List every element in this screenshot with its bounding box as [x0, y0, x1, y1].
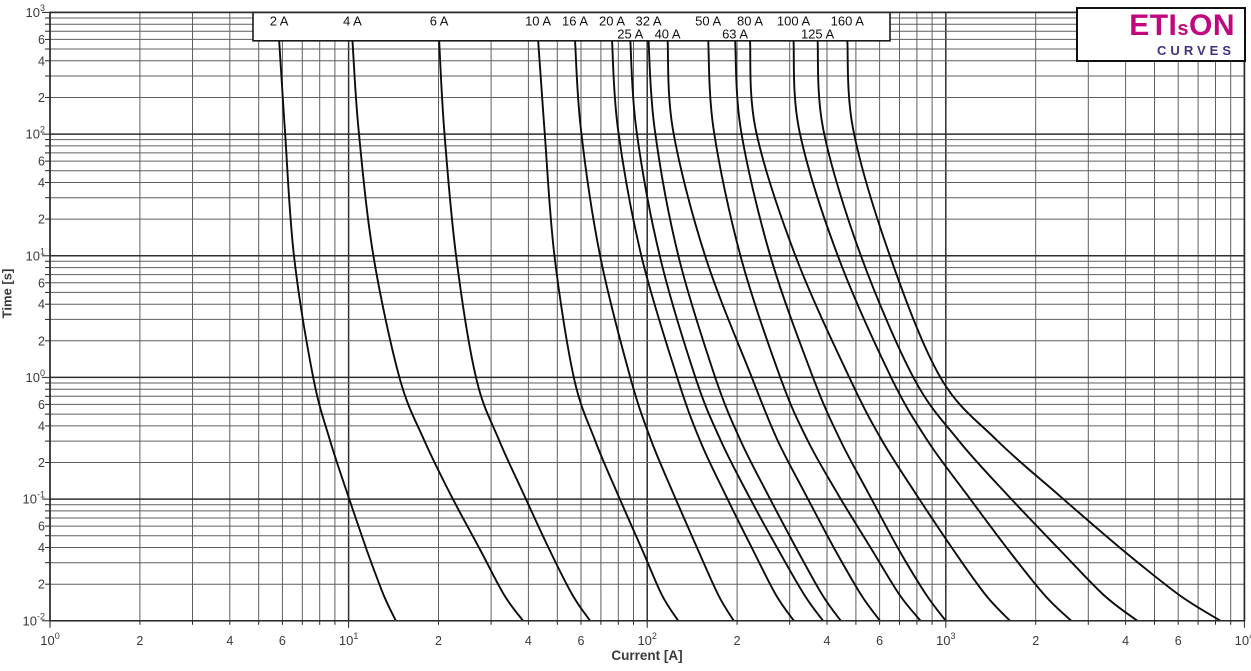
x-axis-title: Current [A] [611, 648, 683, 663]
y-tick-label: 4 [38, 298, 45, 312]
y-tick-label: 2 [38, 213, 45, 227]
y-tick-label: 100 [26, 368, 45, 385]
y-tick-label: 6 [38, 155, 45, 169]
curve-16-a [574, 39, 735, 622]
y-tick-label: 4 [38, 419, 45, 433]
x-tick-label: 104 [1235, 631, 1251, 648]
curve-label: 20 A [599, 14, 625, 29]
curve-32-a [647, 39, 842, 622]
curve-label: 32 A [635, 14, 661, 29]
curve-20-a [611, 39, 795, 622]
y-tick-label: 2 [38, 456, 45, 470]
y-tick-label: 2 [38, 91, 45, 105]
x-tick-label: 2 [1032, 634, 1039, 648]
curve-80-a [749, 39, 1011, 622]
curve-labels: 2 A 4 A 6 A 10 A 16 A 20 A25 A32 A40 A 50 A63 … [270, 14, 865, 42]
curve-label: 125 A [801, 27, 835, 42]
axis-ticks [42, 11, 1245, 628]
x-tick-label: 4 [226, 634, 233, 648]
logo-subtitle: CURVES [1157, 43, 1235, 58]
curve-2-a [278, 39, 397, 622]
x-tick-label: 6 [1175, 634, 1182, 648]
logo-text-s: s [1177, 18, 1189, 40]
y-tick-label: 10-2 [23, 611, 45, 628]
curve-label: 6 A [430, 14, 449, 29]
x-tick-label: 4 [525, 634, 532, 648]
curve-63-a [734, 39, 947, 622]
curve-100-a [792, 39, 1072, 622]
curve-6-a [438, 39, 591, 622]
curve-label: 160 A [831, 14, 865, 29]
curve-125-a [816, 39, 1138, 622]
x-tick-label: 6 [578, 634, 585, 648]
curve-label-box [252, 11, 891, 42]
y-tick-label: 6 [38, 33, 45, 47]
y-tick-label: 2 [38, 578, 45, 592]
y-tick-label: 4 [38, 541, 45, 555]
curves [278, 39, 1222, 622]
curve-10-a [537, 39, 680, 622]
y-tick-label: 4 [38, 54, 45, 68]
tick-labels: 100 101 102 103 104 2 4 6 2 4 6 2 4 6 2 4 6 103 102 101 100 1… [23, 3, 1251, 648]
curve-label: 25 A [617, 27, 643, 42]
x-tick-label: 101 [339, 631, 358, 648]
logo-text-eti: ETI [1129, 9, 1178, 42]
grid [49, 11, 1246, 622]
curve-label: 80 A [737, 14, 763, 29]
y-tick-label: 4 [38, 176, 45, 190]
curve-160-a [846, 39, 1222, 622]
x-tick-label: 2 [734, 634, 741, 648]
x-tick-label: 6 [876, 634, 883, 648]
curve-label: 50 A [695, 14, 721, 29]
y-tick-label: 2 [38, 334, 45, 348]
curve-label: 2 A [270, 14, 289, 29]
y-axis-title: Time [s] [0, 268, 15, 319]
y-tick-label: 10-1 [23, 490, 45, 507]
curve-25-a [629, 39, 824, 622]
curve-label: 10 A [525, 14, 551, 29]
logo-text-on: ON [1189, 9, 1235, 42]
curve-label: 40 A [655, 27, 681, 42]
curve-label: 16 A [562, 14, 588, 29]
etison-logo: ETIsON CURVES [1076, 7, 1246, 62]
plot-border [49, 11, 1246, 622]
x-tick-label: 4 [824, 634, 831, 648]
y-tick-label: 103 [26, 3, 45, 20]
x-tick-label: 100 [40, 631, 59, 648]
x-tick-label: 4 [1122, 634, 1129, 648]
x-tick-label: 6 [279, 634, 286, 648]
y-tick-label: 102 [26, 125, 45, 142]
curve-label: 4 A [343, 14, 362, 29]
curve-label: 63 A [722, 27, 748, 42]
curve-4-a [351, 39, 524, 622]
curve-40-a [666, 39, 881, 622]
y-tick-label: 101 [26, 246, 45, 263]
x-tick-label: 2 [435, 634, 442, 648]
y-tick-label: 6 [38, 276, 45, 290]
y-tick-label: 6 [38, 520, 45, 534]
y-tick-label: 6 [38, 398, 45, 412]
x-tick-label: 103 [936, 631, 955, 648]
etison-logo-wordmark: ETIsON [1129, 11, 1235, 44]
curve-50-a [707, 39, 922, 622]
curve-label: 100 A [777, 14, 811, 29]
x-tick-label: 2 [136, 634, 143, 648]
x-tick-label: 102 [637, 631, 656, 648]
